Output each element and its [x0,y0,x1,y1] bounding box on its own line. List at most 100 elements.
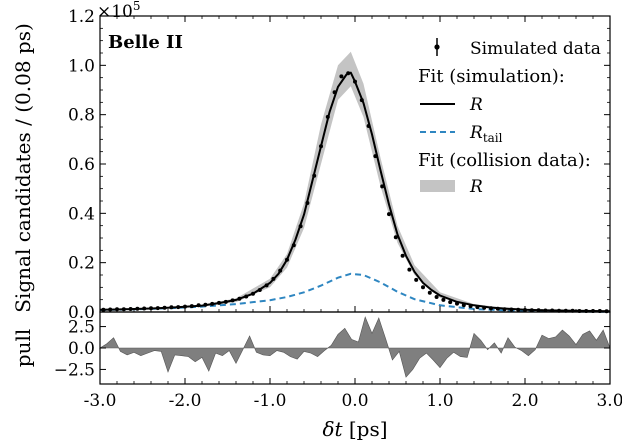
data-point [203,302,208,307]
y-tick-label: 0.2 [68,254,95,274]
x-tick-label: -3.0 [84,391,117,411]
pull-y-tick-label: 2.5 [68,318,95,338]
data-point [135,306,140,311]
legend-simulated-label: Simulated data [470,39,601,59]
y-tick-label: 0.8 [68,106,95,126]
data-point [332,90,337,95]
data-point [373,154,378,159]
data-point [285,257,289,262]
legend-r-label: R [469,95,483,115]
data-point [223,299,228,304]
main-panel: 0.0 0.2 0.4 0.6 0.8 1.0 1.2 [68,7,611,323]
pull-fill [98,316,611,378]
pull-panel: 2.50.0−2.5-3.0 -2.0 -1.0 0.0 1.0 2.0 3.0 [54,311,622,411]
data-point [475,305,480,310]
data-point [482,305,487,310]
data-point [128,307,133,311]
data-point [502,307,507,312]
legend-band-label: R [469,177,483,197]
data-point [468,304,473,309]
main-axis-ticks: 0.0 0.2 0.4 0.6 0.8 1.0 1.2 [68,7,611,323]
legend-fit-data-header: Fit (collision data): [418,150,591,171]
tail-fit-curve [99,272,611,313]
x-tick-label: -2.0 [169,391,202,411]
data-point [257,288,262,292]
experiment-label: Belle II [108,32,183,53]
legend-fit-sim-header: Fit (simulation): [418,66,565,87]
data-point [421,285,425,290]
x-axis-label: δt [ps] [322,417,387,441]
legend: Simulated data Fit (simulation): R Rtail… [418,38,601,197]
x-tick-label: 2.0 [511,391,538,411]
data-point [536,308,541,313]
simulation-fit-curve [99,71,611,313]
fit-curve-path [99,71,611,313]
data-point [380,184,385,189]
data-point [251,291,255,296]
data-point [278,268,283,273]
legend-simulated-marker [434,38,440,56]
data-point [210,301,215,306]
data-point [101,307,106,312]
x-tick-label: 1.0 [426,391,453,411]
tail-curve-path [99,272,611,313]
data-point [271,276,276,281]
data-point [230,298,235,303]
data-point [264,283,269,288]
x-tick-label: 0.0 [341,391,368,411]
data-point [142,306,147,311]
data-point [366,124,371,128]
data-point [516,307,521,312]
data-point [495,306,500,311]
data-point [108,307,113,312]
pull-plot-frame [99,311,611,385]
data-point [189,304,194,309]
pull-y-tick-label: 0.0 [68,339,95,359]
data-point [509,307,514,312]
collision-data-band [100,51,610,312]
data-point [149,306,153,311]
data-point [604,309,609,314]
data-point [489,306,493,311]
data-point [346,71,351,76]
band-area [100,51,610,312]
data-point [237,296,242,301]
data-point [305,201,310,205]
data-point [427,290,432,295]
data-point [339,74,344,79]
data-point [325,114,330,119]
data-point [529,308,534,313]
data-point [414,277,419,282]
data-point [359,98,364,103]
data-point [121,307,126,312]
data-point [441,297,446,302]
pull-axis-ticks: 2.50.0−2.5-3.0 -2.0 -1.0 0.0 1.0 2.0 3.0 [54,318,622,411]
legend-rtail-label: Rtail [469,123,503,145]
data-point [400,253,405,258]
y-tick-label: 0.0 [68,303,95,323]
data-point [291,243,296,248]
data-point [434,295,439,299]
legend-band-swatch [420,180,455,192]
pull-area [98,316,611,378]
data-point [298,224,303,229]
pull-y-tick-label: −2.5 [54,360,95,380]
data-point [407,267,412,272]
data-point [196,303,201,308]
x-tick-label: -1.0 [254,391,287,411]
y-tick-label: 1.0 [68,56,95,76]
y-multiplier-label: ×105 [97,0,141,22]
data-point [162,305,167,310]
data-point [176,305,181,310]
data-point [393,235,398,240]
data-point [387,212,391,217]
x-tick-label: 3.0 [596,391,622,411]
y-tick-label: 1.2 [68,7,95,27]
data-point [353,79,357,84]
data-point [244,294,249,299]
y-tick-label: 0.4 [68,204,95,224]
y-tick-label: 0.6 [68,155,95,175]
data-point [155,306,160,311]
data-point [319,144,323,149]
